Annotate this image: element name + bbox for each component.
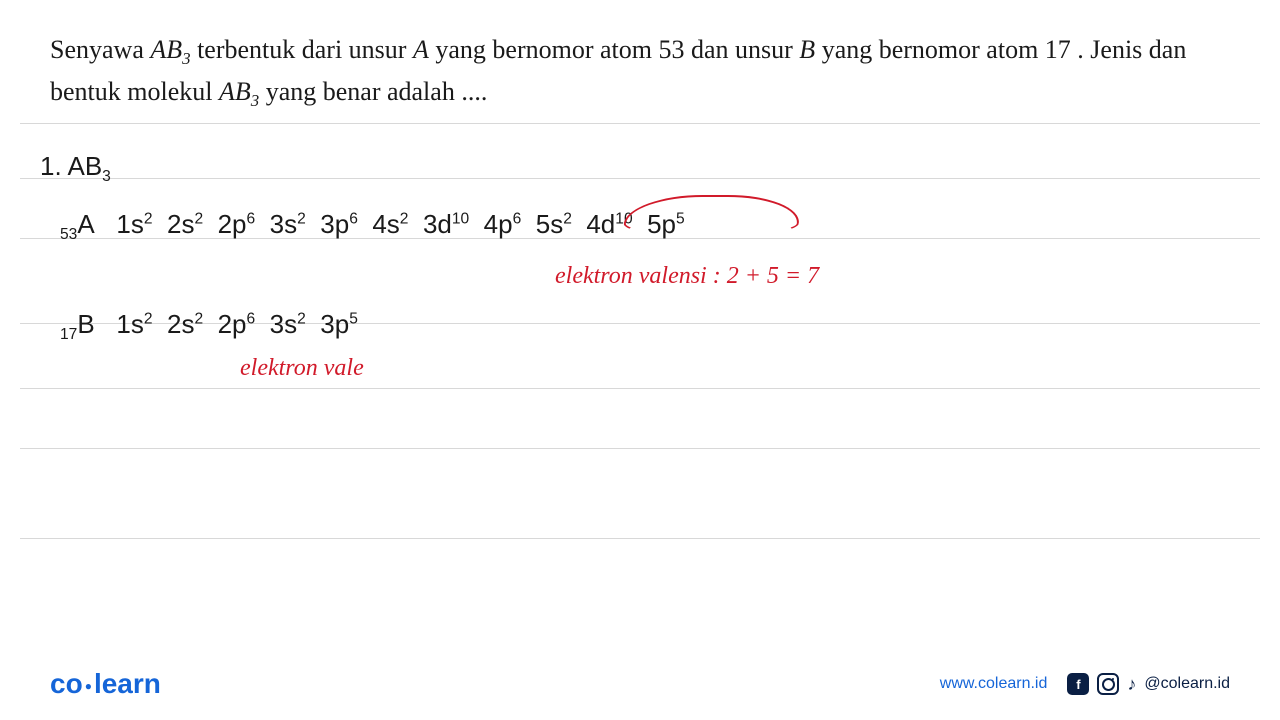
footer-right: www.colearn.id f ♪ @colearn.id bbox=[940, 673, 1230, 695]
website-url: www.colearn.id bbox=[940, 675, 1048, 693]
question-text: Senyawa AB3 terbentuk dari unsur A yang … bbox=[0, 0, 1280, 123]
q-part-2: terbentuk dari unsur bbox=[191, 35, 413, 64]
q-ab-1: AB3 bbox=[150, 35, 190, 64]
q-part-8: yang benar adalah .... bbox=[259, 77, 487, 106]
q-a: A bbox=[413, 35, 429, 64]
social-icons: f ♪ @colearn.id bbox=[1067, 673, 1230, 695]
tiktok-icon: ♪ bbox=[1127, 674, 1136, 695]
q-part-0: Senyawa bbox=[50, 35, 150, 64]
handwritten-valence-a: elektron valensi : 2 + 5 = 7 bbox=[555, 263, 819, 290]
social-handle: @colearn.id bbox=[1144, 675, 1230, 693]
problem-label: 1. AB3 bbox=[40, 151, 111, 186]
ruled-line bbox=[20, 178, 1260, 179]
q-ab-2: AB3 bbox=[219, 77, 259, 106]
q-part-4: yang bernomor atom 53 dan unsur bbox=[429, 35, 799, 64]
electron-config-b: 17B 1s2 2s2 2p6 3s2 3p5 bbox=[60, 309, 358, 344]
ruled-line bbox=[20, 538, 1260, 539]
facebook-icon: f bbox=[1067, 673, 1089, 695]
ruled-line bbox=[20, 448, 1260, 449]
ruled-line bbox=[20, 388, 1260, 389]
work-area: 1. AB3 53A 1s2 2s2 2p6 3s2 3p6 4s2 3d10 … bbox=[0, 123, 1280, 553]
logo: co●learn bbox=[50, 668, 161, 700]
ruled-line bbox=[20, 123, 1260, 124]
instagram-icon bbox=[1097, 673, 1119, 695]
q-b: B bbox=[799, 35, 815, 64]
footer: co●learn www.colearn.id f ♪ @colearn.id bbox=[0, 668, 1280, 700]
circle-annotation bbox=[622, 195, 803, 235]
handwritten-valence-b: elektron vale bbox=[240, 355, 364, 382]
electron-config-a: 53A 1s2 2s2 2p6 3s2 3p6 4s2 3d10 4p6 5s2… bbox=[60, 209, 685, 244]
